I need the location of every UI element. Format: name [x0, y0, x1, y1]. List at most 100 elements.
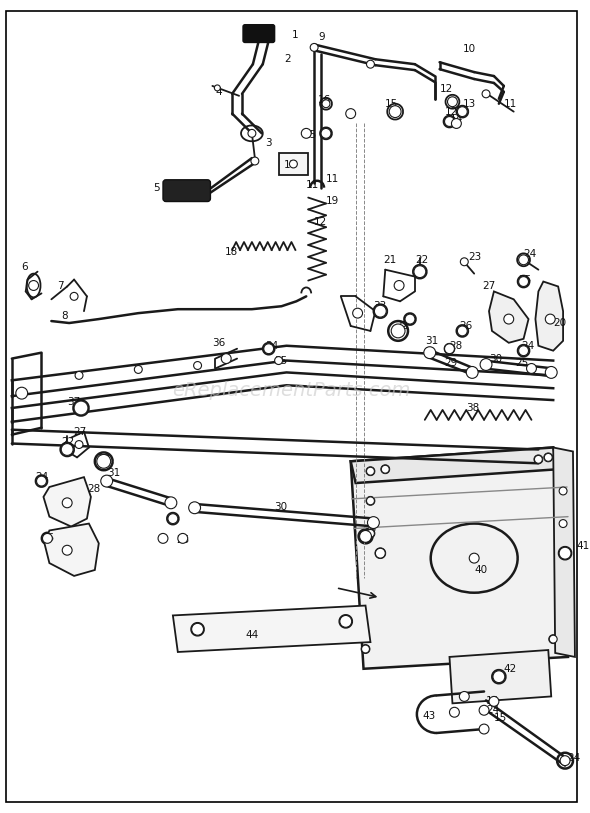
Circle shape	[559, 487, 567, 495]
Text: 17: 17	[284, 160, 297, 170]
Circle shape	[359, 530, 372, 542]
Text: 24: 24	[567, 753, 581, 763]
Circle shape	[560, 756, 570, 766]
Polygon shape	[44, 524, 99, 576]
FancyBboxPatch shape	[278, 153, 308, 175]
Polygon shape	[450, 650, 551, 703]
Circle shape	[75, 372, 83, 380]
Circle shape	[519, 254, 529, 265]
Circle shape	[178, 533, 188, 543]
Text: 24: 24	[486, 705, 499, 715]
Circle shape	[340, 615, 352, 628]
Circle shape	[310, 43, 318, 51]
Text: 24: 24	[522, 341, 535, 350]
Circle shape	[450, 707, 460, 717]
Text: 40: 40	[474, 565, 487, 575]
Circle shape	[62, 546, 72, 555]
Text: 35: 35	[274, 355, 288, 366]
Circle shape	[194, 362, 202, 369]
Circle shape	[62, 498, 72, 508]
Text: 19: 19	[326, 196, 339, 206]
Text: 22: 22	[415, 254, 428, 265]
Circle shape	[414, 266, 426, 277]
Text: 2: 2	[284, 54, 291, 64]
Circle shape	[189, 502, 201, 514]
Circle shape	[424, 346, 435, 359]
Circle shape	[375, 305, 386, 317]
Circle shape	[559, 547, 571, 559]
Polygon shape	[350, 447, 558, 483]
Text: 18: 18	[225, 247, 238, 257]
Circle shape	[366, 467, 375, 475]
Text: 33: 33	[373, 302, 386, 311]
Circle shape	[549, 635, 557, 643]
Circle shape	[101, 475, 113, 487]
Circle shape	[519, 346, 529, 355]
Text: 31: 31	[107, 468, 120, 478]
Text: 24: 24	[35, 472, 49, 482]
Text: 4: 4	[215, 87, 222, 97]
Text: 43: 43	[423, 711, 436, 721]
Text: 20: 20	[553, 318, 566, 328]
Text: 39: 39	[363, 525, 377, 536]
Text: 32: 32	[97, 454, 110, 464]
FancyBboxPatch shape	[243, 24, 274, 42]
Circle shape	[97, 454, 111, 468]
Circle shape	[29, 280, 38, 290]
Circle shape	[192, 624, 204, 635]
Text: 16: 16	[318, 95, 332, 105]
Circle shape	[493, 671, 505, 683]
Text: 24: 24	[523, 249, 537, 259]
Circle shape	[214, 85, 220, 91]
Circle shape	[366, 529, 375, 537]
Text: 37: 37	[67, 397, 80, 407]
Text: 15: 15	[385, 98, 398, 109]
Text: 8: 8	[61, 311, 68, 321]
Circle shape	[447, 97, 457, 107]
Circle shape	[42, 533, 53, 543]
FancyBboxPatch shape	[163, 180, 211, 202]
Text: 31: 31	[425, 336, 438, 346]
Circle shape	[460, 692, 469, 702]
Text: 11: 11	[504, 98, 517, 109]
Circle shape	[535, 455, 542, 463]
Circle shape	[61, 444, 73, 455]
Circle shape	[16, 387, 28, 399]
Polygon shape	[350, 447, 568, 669]
Circle shape	[460, 258, 468, 266]
Circle shape	[482, 90, 490, 98]
Circle shape	[301, 128, 311, 138]
Text: 32: 32	[395, 321, 408, 331]
Text: 29: 29	[444, 358, 458, 367]
Text: 41: 41	[577, 541, 590, 551]
Circle shape	[444, 344, 454, 354]
Text: 12: 12	[444, 107, 458, 116]
Circle shape	[457, 107, 467, 116]
Text: 34: 34	[265, 341, 278, 350]
Text: 25: 25	[176, 535, 189, 546]
Text: 5: 5	[153, 183, 160, 193]
Text: 42: 42	[504, 663, 517, 674]
Circle shape	[135, 366, 142, 373]
Text: 28: 28	[450, 341, 463, 350]
Text: 25: 25	[41, 533, 55, 543]
Circle shape	[168, 514, 178, 524]
Text: 27: 27	[73, 427, 86, 437]
Polygon shape	[489, 291, 529, 343]
Text: 27: 27	[482, 281, 496, 292]
Circle shape	[405, 314, 415, 324]
Circle shape	[504, 314, 514, 324]
Circle shape	[74, 401, 88, 415]
Circle shape	[469, 553, 479, 563]
Circle shape	[394, 280, 404, 290]
Text: 11: 11	[306, 180, 320, 189]
Circle shape	[375, 548, 385, 559]
Text: 13: 13	[463, 98, 476, 109]
Polygon shape	[536, 281, 563, 350]
Circle shape	[489, 697, 499, 706]
Polygon shape	[44, 477, 91, 527]
Text: 36: 36	[212, 337, 225, 348]
Text: 15: 15	[486, 697, 499, 706]
Text: 11: 11	[326, 174, 339, 184]
Circle shape	[519, 276, 529, 286]
